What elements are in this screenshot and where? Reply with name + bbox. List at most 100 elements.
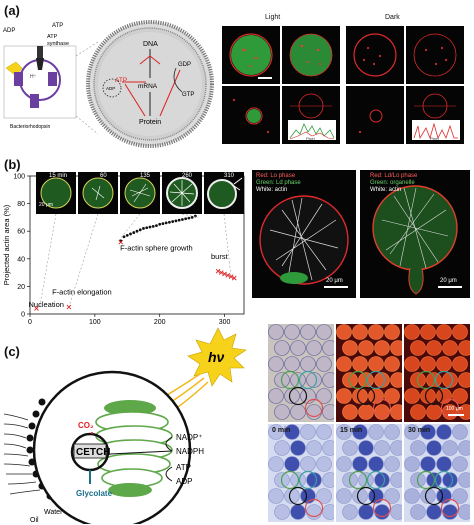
droplet bbox=[306, 440, 322, 456]
data-point bbox=[161, 222, 165, 226]
x-tick-label: 300 bbox=[219, 319, 231, 326]
time-label-15: 15 min bbox=[340, 427, 363, 434]
droplet bbox=[442, 472, 458, 488]
droplet bbox=[452, 488, 468, 504]
highlight-ring bbox=[434, 370, 454, 390]
nadp-label: NADP⁺ bbox=[176, 433, 202, 442]
droplet bbox=[358, 340, 374, 356]
droplet bbox=[284, 456, 300, 472]
droplet bbox=[410, 404, 426, 420]
adp-label: ADP bbox=[3, 28, 15, 34]
droplet bbox=[336, 324, 352, 340]
time-label-30: 30 min bbox=[408, 427, 431, 434]
droplet bbox=[322, 404, 334, 420]
y-tick-label: 100 bbox=[13, 174, 25, 181]
droplet bbox=[436, 456, 452, 472]
micrograph-light-1 bbox=[222, 26, 280, 84]
gtp-label: GTP bbox=[182, 92, 194, 98]
timelapse-frame-5: 310 bbox=[204, 172, 244, 214]
micrograph-dark-1 bbox=[346, 26, 404, 84]
co2-label: CO₂ bbox=[78, 421, 94, 430]
highlight-ring bbox=[434, 470, 454, 490]
data-point-red bbox=[231, 275, 237, 281]
droplet bbox=[368, 424, 384, 440]
inset-connector bbox=[68, 213, 99, 308]
highlight-ring bbox=[366, 370, 386, 390]
droplet bbox=[404, 488, 420, 504]
marker-stroke bbox=[231, 275, 237, 281]
droplet bbox=[290, 504, 306, 520]
highlight-ring bbox=[298, 370, 318, 390]
protein-label: Protein bbox=[139, 119, 161, 126]
data-point bbox=[155, 224, 158, 228]
atp-synthase-label-1: ATP bbox=[47, 34, 58, 40]
droplet bbox=[384, 456, 400, 472]
micrograph-dark-4: Pixel bbox=[406, 86, 464, 144]
droplet bbox=[342, 440, 358, 456]
panel-a-schematic: ADP ATP ATP synthase H⁺ Bacteriorhodopsi… bbox=[3, 20, 214, 148]
data-point bbox=[132, 231, 136, 234]
droplet bbox=[316, 356, 332, 372]
legend-green-organelle: Green: organelle bbox=[370, 180, 415, 186]
droplet bbox=[420, 456, 436, 472]
droplet bbox=[316, 324, 332, 340]
highlight-ring bbox=[440, 498, 460, 518]
dark-label: Dark bbox=[385, 14, 400, 21]
droplet bbox=[358, 440, 374, 456]
timelapse-scale: 20 μm bbox=[39, 202, 53, 208]
data-point bbox=[129, 232, 132, 236]
droplet bbox=[306, 472, 322, 488]
scale-bar bbox=[324, 286, 348, 288]
thylakoid-stacks bbox=[95, 400, 173, 497]
droplet bbox=[442, 440, 458, 456]
highlight-ring bbox=[298, 470, 318, 490]
adp-inner-label: ADP bbox=[106, 86, 115, 91]
plot-xlabel-dark: Pixel bbox=[430, 136, 439, 141]
highlight-ring bbox=[366, 470, 386, 490]
droplet bbox=[322, 340, 334, 356]
droplet bbox=[306, 340, 322, 356]
y-tick-label: 0 bbox=[21, 312, 25, 319]
data-point bbox=[177, 218, 181, 222]
gdp-label: GDP bbox=[178, 62, 191, 68]
timelapse-label-1: 15 min bbox=[49, 173, 68, 179]
data-point bbox=[171, 220, 175, 223]
data-point bbox=[180, 218, 184, 221]
panel-b-label: (b) bbox=[4, 157, 21, 172]
highlight-ring bbox=[288, 486, 308, 506]
droplet bbox=[458, 504, 470, 520]
data-point bbox=[125, 233, 129, 237]
droplet bbox=[352, 456, 368, 472]
atp-red-label: ATP bbox=[115, 77, 127, 84]
droplet bbox=[410, 504, 426, 520]
droplet bbox=[436, 324, 452, 340]
cell-vesicle bbox=[86, 20, 214, 148]
cetch-label: CETCH bbox=[76, 447, 110, 458]
annotation-sphere-growth: F-actin sphere growth bbox=[120, 244, 193, 253]
droplet bbox=[358, 504, 374, 520]
marker-stroke bbox=[118, 239, 124, 245]
droplet bbox=[336, 424, 352, 440]
x-tick-label: 100 bbox=[89, 319, 101, 326]
bacteriorhodopsin-label: Bacteriorhodopsin bbox=[10, 124, 51, 130]
mrna-label: mRNA bbox=[138, 83, 158, 90]
droplet bbox=[452, 424, 468, 440]
droplet bbox=[390, 404, 402, 420]
highlight-ring bbox=[416, 470, 436, 490]
marker-stroke bbox=[222, 271, 227, 277]
water-label: Water bbox=[44, 509, 63, 516]
highlight-ring bbox=[356, 486, 376, 506]
droplet bbox=[420, 356, 436, 372]
scale-bar bbox=[448, 414, 464, 416]
scale-label-2: 20 μm bbox=[440, 278, 457, 284]
legend-red-lo: Red: Lo phase bbox=[256, 173, 296, 179]
data-point bbox=[138, 228, 142, 232]
droplet bbox=[336, 388, 352, 404]
data-point-red bbox=[34, 306, 39, 311]
droplet bbox=[374, 440, 390, 456]
inset-connector bbox=[117, 213, 141, 243]
droplet bbox=[452, 356, 468, 372]
droplet bbox=[284, 356, 300, 372]
droplet-fluor-2: 100 μm bbox=[404, 324, 470, 422]
timelapse-frame-3: 135 bbox=[120, 172, 160, 214]
